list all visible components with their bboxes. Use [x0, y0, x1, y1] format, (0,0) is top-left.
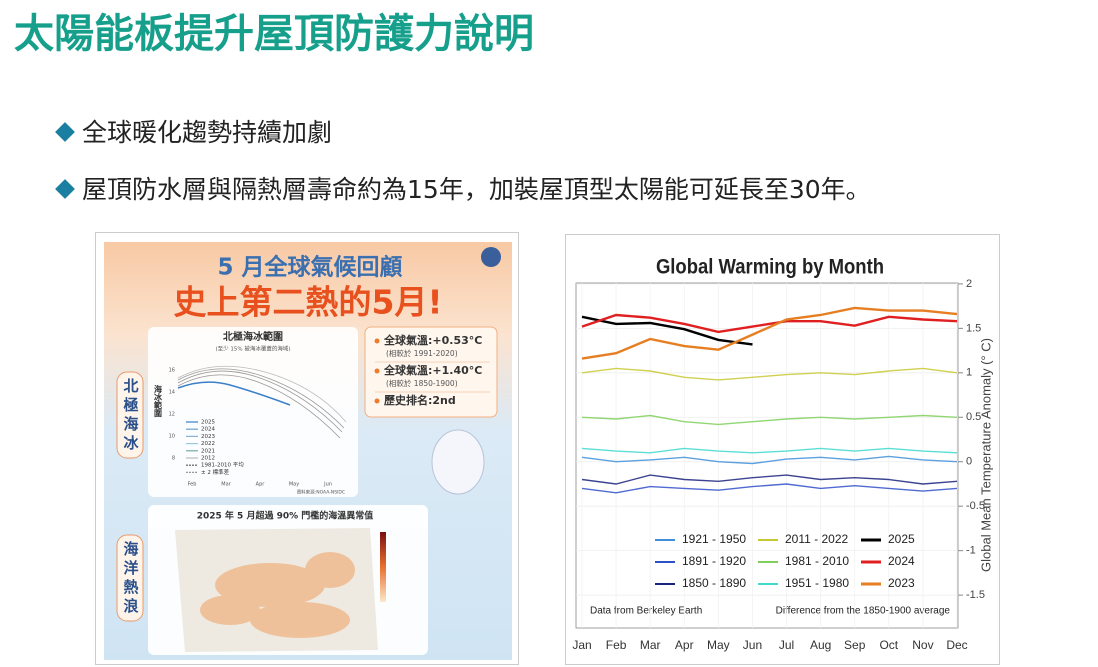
fact-note: (相較於 1991-2020)	[386, 348, 458, 358]
x-tick-label: Jan	[572, 638, 591, 652]
ice-y-tick: 14	[169, 390, 175, 396]
facts: 全球氣溫:+0.53°C(相較於 1991-2020) 全球氣溫:+1.40°C(…	[374, 333, 490, 407]
infographic-headline: 史上第二熱的5月!	[173, 283, 442, 322]
section-label: 北極海冰	[122, 378, 140, 454]
section-label: 海洋熱浪	[122, 540, 140, 617]
chart: -1.5 -1 -0.5 0 0.5 1 1.5 2 Jan Feb Mar Apr May Jun Jul…	[572, 278, 985, 652]
map-hotspots	[200, 552, 355, 638]
legend-label: 1850 - 1890	[682, 576, 746, 590]
y-tick-label: 0.5	[966, 411, 981, 423]
logo	[481, 247, 501, 267]
ice-2025-line	[177, 381, 291, 406]
series-line	[581, 306, 958, 360]
legend-label: 2023	[888, 576, 915, 590]
fact-note: (相較於 1850-1900)	[386, 378, 458, 388]
infographic-heading: 5 月全球氣候回顧	[217, 254, 402, 281]
bullet: 屋頂防水層與隔熱層壽命約為15年，加裝屋頂型太陽能可延長至30年。	[82, 175, 871, 204]
map-title: 2025 年 5 月超過 90% 門檻的海溫異常值	[197, 510, 374, 522]
ice-y-tick: 10	[169, 434, 175, 440]
bullet-icon	[55, 122, 75, 142]
legend-label: 2011 - 2022	[785, 532, 848, 546]
ice-y-tick: 8	[172, 456, 175, 462]
x-tick-label: Feb	[606, 638, 627, 652]
chart-note: Data from Berkeley Earth	[590, 606, 702, 617]
ice-chart-lines	[177, 365, 347, 439]
legend-label: 1921 - 1950	[682, 532, 746, 546]
series-line	[581, 313, 958, 334]
y-tick-label: 1	[966, 367, 972, 379]
ice-legend-label: 2025	[201, 420, 215, 426]
chart-note: Difference from the 1850-1900 average	[776, 606, 951, 617]
fact-dot	[374, 398, 380, 404]
legend-label: 2024	[888, 554, 915, 568]
ice-x-tick: May	[289, 482, 299, 488]
x-tick-label: Jul	[779, 638, 794, 652]
ice-chart-title: 北極海冰範圍	[223, 330, 283, 343]
series-line	[581, 474, 958, 485]
ice-chart-y-label: 海冰範圍	[153, 384, 163, 418]
ice-legend-label: 2022	[201, 441, 215, 447]
chart-title: Global Warming by Month	[656, 255, 884, 278]
slide-title: 太陽能板提升屋頂防護力說明	[14, 11, 534, 57]
ice-x-tick: Apr	[256, 482, 266, 488]
panel	[364, 326, 498, 418]
ice-legend-label: 2012	[201, 456, 215, 462]
x-tick-label: Dec	[946, 638, 967, 652]
series-line	[581, 367, 958, 381]
ice-legend-label: 2021	[201, 448, 215, 454]
ice-x-tick: Mar	[221, 482, 231, 488]
legend-label: 1951 - 1980	[785, 576, 849, 590]
label-box	[116, 371, 144, 459]
ice-legend-label: ± 2 標準差	[201, 468, 230, 476]
ice-legend-label: 2024	[201, 427, 215, 433]
legend-label: 1981 - 2010	[785, 554, 849, 568]
y-tick-label: 1.5	[966, 322, 981, 334]
legend-label: 2025	[888, 532, 915, 546]
y-tick-label: 2	[966, 278, 972, 290]
x-tick-label: Nov	[912, 638, 933, 652]
ice-x-tick: Jun	[323, 482, 332, 488]
y-tick-label: -0.5	[966, 500, 985, 512]
label-box	[116, 534, 144, 622]
colorbar	[380, 532, 386, 602]
series-line	[581, 483, 958, 494]
ice-x-tick: Feb	[188, 482, 197, 488]
bullet-icon	[55, 179, 75, 199]
x-tick-label: Aug	[810, 638, 831, 652]
fact-dot	[374, 338, 380, 344]
ice-chart-subtitle: (至少 15% 被海冰覆蓋的海域)	[215, 345, 290, 353]
x-tick-label: Jun	[743, 638, 762, 652]
x-tick-label: May	[707, 638, 730, 652]
legend-label: 1891 - 1920	[682, 554, 746, 568]
fact: 全球氣溫:+0.53°C	[383, 333, 482, 347]
x-tick-label: Mar	[640, 638, 661, 652]
source: 資料來源:NOAA-NSIDC	[297, 489, 345, 496]
series-line	[581, 414, 958, 426]
ice-chart-axes: 16 14 12 10 8 Feb Mar Apr May Jun 2025202420232022…	[169, 368, 332, 488]
y-tick-label: -1	[966, 545, 976, 557]
fact: 歷史排名:2nd	[384, 393, 456, 407]
y-axis-label: Global Mean Temperature Anomaly (° C)	[978, 338, 993, 572]
polar-bear	[431, 429, 485, 495]
fact: 全球氣溫:+1.40°C	[383, 363, 482, 377]
y-tick-label: 0	[966, 456, 972, 468]
bullet: 全球暖化趨勢持續加劇	[82, 118, 332, 147]
fact-dot	[374, 368, 380, 374]
series-line	[581, 447, 958, 454]
x-tick-label: Apr	[675, 638, 694, 652]
ice-legend-label: 1981-2010 平均	[201, 461, 244, 469]
ice-legend-label: 2023	[201, 434, 215, 440]
x-tick-label: Oct	[879, 638, 898, 652]
plot-area	[575, 282, 959, 629]
y-tick-label: -1.5	[966, 589, 985, 601]
x-tick-label: Sep	[844, 638, 866, 652]
series-line	[581, 455, 958, 465]
ice-y-tick: 16	[169, 368, 175, 374]
ice-y-tick: 12	[169, 412, 175, 418]
series-line	[581, 315, 753, 346]
